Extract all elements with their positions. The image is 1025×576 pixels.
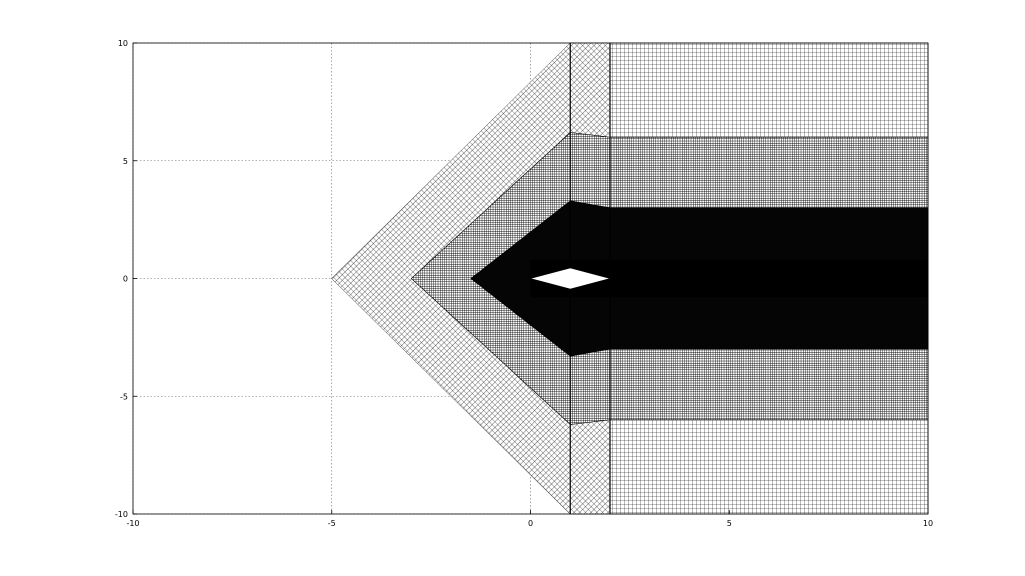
- y-tick-label: -5: [120, 392, 128, 401]
- mesh: [331, 42, 929, 515]
- x-tick-label: 0: [528, 519, 533, 528]
- y-tick-label: 5: [123, 157, 128, 166]
- airfoil-hole: [529, 267, 612, 290]
- x-tick-label: -10: [126, 519, 139, 528]
- y-tick-label: -10: [115, 510, 128, 519]
- x-tick-label: 5: [727, 519, 732, 528]
- x-tick-label: -5: [328, 519, 336, 528]
- y-tick-label: 10: [118, 39, 128, 48]
- y-tick-label: 0: [123, 275, 128, 284]
- mesh-core-band: [530, 259, 928, 298]
- x-tick-label: 10: [923, 519, 933, 528]
- axis-ticks: -10 -5 0 5 10 -10 -5 0 5 10: [115, 39, 933, 528]
